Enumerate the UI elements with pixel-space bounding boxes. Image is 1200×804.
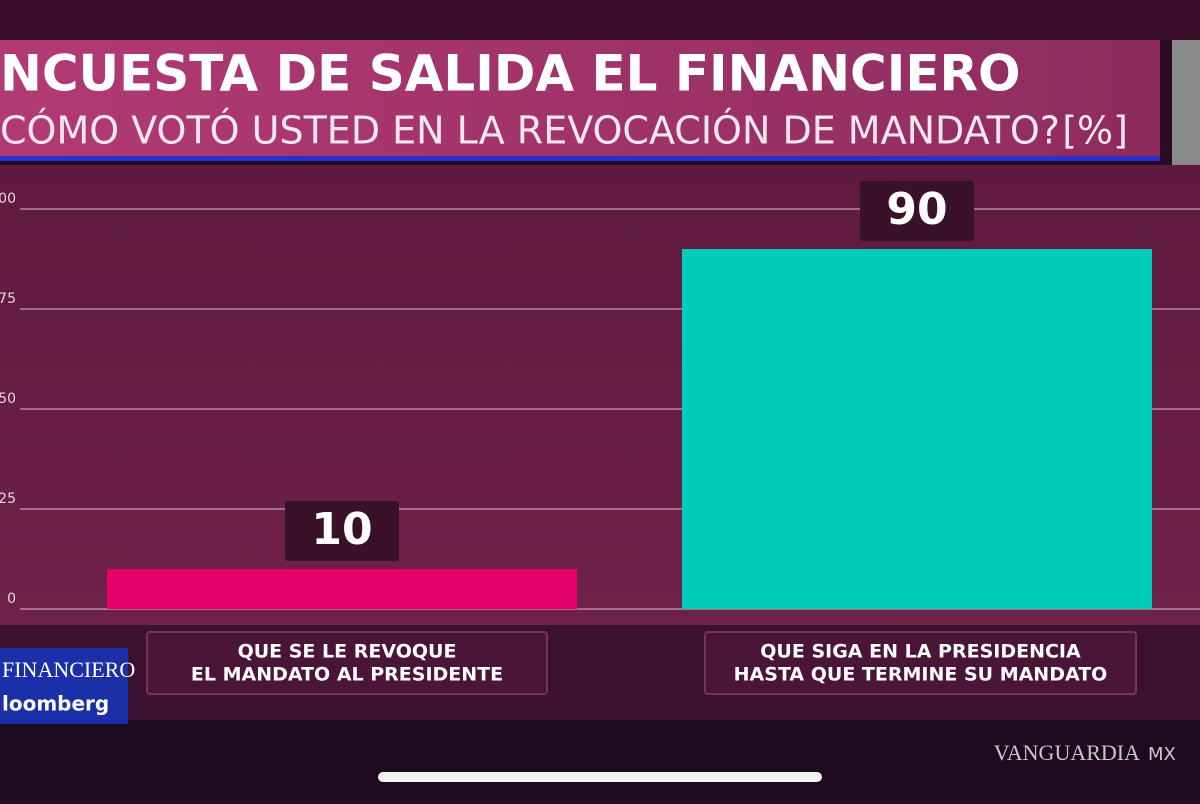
logo-line2: loomberg <box>2 692 109 716</box>
watermark-suffix: MX <box>1148 744 1176 765</box>
y-tick-label: 00 <box>0 191 16 207</box>
unit-label: [%] <box>1062 109 1128 153</box>
y-tick-label: 75 <box>0 291 16 307</box>
value-label: 10 <box>311 504 372 555</box>
value-label-box <box>860 181 974 241</box>
y-tick-label: 50 <box>0 391 16 407</box>
logo-box <box>0 648 128 724</box>
banner-edge <box>0 156 1160 161</box>
logo-line1: FINANCIERO <box>2 657 135 682</box>
bottom-backdrop <box>0 720 1200 800</box>
bar <box>107 569 577 609</box>
watermark-name: VANGUARDIA <box>994 740 1140 765</box>
category-box <box>146 631 548 695</box>
home-indicator <box>378 772 822 782</box>
x-tick-label: HASTA QUE TERMINE SU MANDATO <box>734 664 1108 686</box>
x-tick-label: QUE SIGA EN LA PRESIDENCIA <box>760 641 1081 663</box>
y-tick-label: 25 <box>0 491 16 507</box>
x-tick-label: EL MANDATO AL PRESIDENTE <box>191 664 503 686</box>
bar <box>682 249 1152 609</box>
top-backdrop <box>0 0 1200 40</box>
y-tick-label: 0 <box>7 591 16 607</box>
x-tick-label: QUE SE LE REVOQUE <box>238 641 457 663</box>
chart-title: NCUESTA DE SALIDA EL FINANCIERO <box>0 45 1021 103</box>
chart-subtitle: CÓMO VOTÓ USTED EN LA REVOCACIÓN DE MAND… <box>0 109 1060 153</box>
title-banner <box>0 40 1160 160</box>
category-box <box>704 631 1137 695</box>
value-label: 90 <box>886 184 947 235</box>
value-label-box <box>285 501 399 561</box>
side-panel <box>1172 40 1200 165</box>
